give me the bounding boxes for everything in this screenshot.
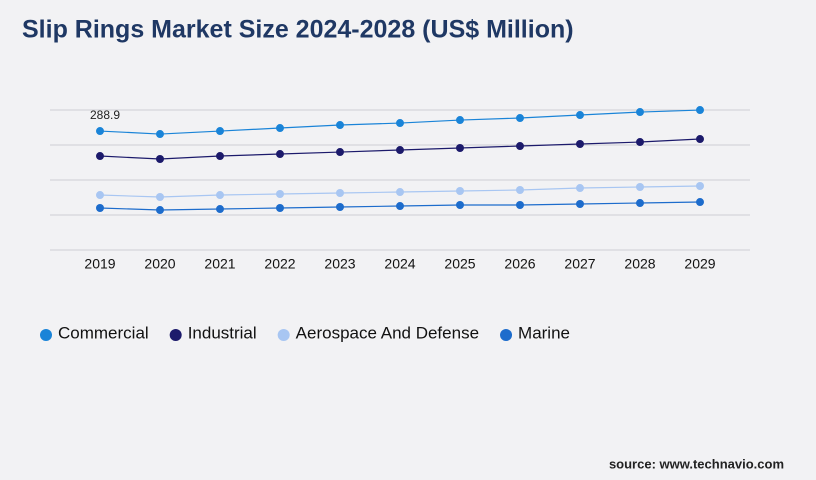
legend-marker bbox=[500, 329, 513, 341]
data-point bbox=[636, 108, 644, 117]
data-point bbox=[396, 188, 404, 197]
data-point bbox=[516, 114, 524, 123]
data-point bbox=[276, 150, 284, 159]
data-point bbox=[456, 186, 464, 195]
data-point bbox=[636, 183, 644, 191]
legend-marker bbox=[277, 329, 290, 341]
data-point bbox=[696, 182, 704, 191]
legend-label: Aerospace And Defense bbox=[296, 323, 479, 342]
data-point bbox=[156, 193, 164, 202]
data-point bbox=[156, 130, 164, 139]
chart-title: Slip Rings Market Size 2024-2028 (US$ Mi… bbox=[22, 16, 574, 44]
data-point bbox=[336, 148, 344, 157]
x-tick-label: 2029 bbox=[684, 256, 715, 272]
data-point bbox=[336, 121, 344, 130]
data-point bbox=[396, 146, 404, 155]
legend-marker bbox=[40, 329, 52, 341]
x-tick-label: 2019 bbox=[84, 256, 115, 272]
data-point bbox=[156, 206, 164, 215]
data-point bbox=[456, 144, 464, 153]
data-point bbox=[456, 200, 464, 209]
data-point bbox=[96, 127, 104, 136]
data-point bbox=[276, 124, 284, 133]
data-point bbox=[696, 135, 704, 144]
x-tick-label: 2025 bbox=[444, 256, 475, 272]
data-point bbox=[516, 200, 524, 209]
data-point bbox=[516, 186, 524, 195]
data-point bbox=[276, 204, 284, 212]
data-label: 288.9 bbox=[90, 108, 120, 122]
x-tick-label: 2024 bbox=[384, 256, 415, 272]
x-tick-label: 2027 bbox=[564, 256, 595, 272]
legend-label: Marine bbox=[518, 323, 570, 342]
data-point bbox=[396, 119, 404, 128]
data-point bbox=[216, 191, 224, 200]
data-point bbox=[576, 184, 584, 193]
data-point bbox=[576, 200, 584, 209]
x-tick-label: 2026 bbox=[504, 256, 535, 272]
legend-marker bbox=[169, 329, 182, 341]
data-point bbox=[276, 190, 284, 198]
data-point bbox=[96, 191, 104, 200]
legend-label: Commercial bbox=[58, 323, 149, 342]
x-tick-label: 2020 bbox=[144, 256, 175, 272]
data-point bbox=[576, 111, 584, 120]
data-point bbox=[216, 152, 224, 161]
x-tick-label: 2021 bbox=[204, 256, 235, 272]
data-point bbox=[216, 127, 224, 136]
data-point bbox=[336, 189, 344, 198]
data-point bbox=[576, 140, 584, 149]
data-point bbox=[216, 205, 224, 214]
x-tick-label: 2023 bbox=[324, 256, 355, 272]
data-point bbox=[516, 142, 524, 151]
x-tick-label: 2028 bbox=[624, 256, 655, 272]
legend-label: Industrial bbox=[188, 323, 257, 342]
source: source: www.technavio.com bbox=[609, 456, 784, 471]
data-point bbox=[156, 155, 164, 163]
data-point bbox=[336, 203, 344, 212]
data-point bbox=[636, 138, 644, 147]
data-point bbox=[696, 106, 704, 115]
data-point bbox=[396, 202, 404, 211]
data-point bbox=[696, 198, 704, 207]
data-point bbox=[636, 199, 644, 208]
x-tick-label: 2022 bbox=[264, 256, 295, 272]
data-point bbox=[96, 152, 104, 161]
data-point bbox=[456, 116, 464, 125]
data-point bbox=[96, 204, 104, 212]
